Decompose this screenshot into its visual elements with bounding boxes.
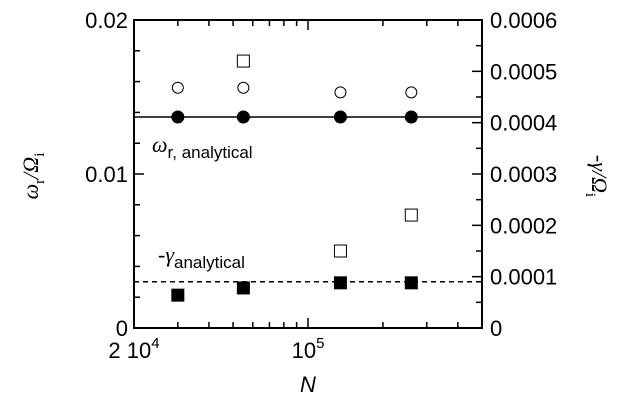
filled-circle-point <box>236 110 250 124</box>
y-left-tick-labels: 0 0.01 0.02 <box>85 8 128 341</box>
x-tick-label: 105 <box>292 335 325 363</box>
x-tick-label: 2 104 <box>108 335 159 363</box>
filled-square-point <box>171 288 185 302</box>
open-circle-point <box>171 81 184 94</box>
y-right-tick-label: 0.0001 <box>490 265 557 290</box>
open-square-point <box>236 54 250 68</box>
y-right-tick-labels: 0 0.0001 0.0002 0.0003 0.0004 0.0005 0.0006 <box>490 8 557 341</box>
data-markers <box>171 54 418 302</box>
open-circle-point <box>237 81 250 94</box>
y-right-tick-label: 0.0006 <box>490 8 557 33</box>
open-circle-point <box>405 86 418 99</box>
y-right-tick-label: 0.0005 <box>490 59 557 84</box>
open-circle-point <box>334 86 347 99</box>
y-right-axis-label: -γ/Ωi <box>582 155 612 197</box>
y-right-tick-label: 0.0003 <box>490 162 557 187</box>
y-left-axis-label: ωr/Ωi <box>18 153 48 200</box>
open-square-point <box>404 208 418 222</box>
y-right-tick-label: 0 <box>490 316 502 341</box>
filled-circle-point <box>171 110 185 124</box>
omega-analytical-label: ωr, analytical <box>152 132 253 162</box>
gamma-analytical-label: -γanalytical <box>158 242 245 272</box>
x-axis-label: N <box>300 372 316 397</box>
filled-square-point <box>404 276 418 290</box>
filled-square-point <box>236 281 250 295</box>
filled-circle-point <box>404 110 418 124</box>
filled-circle-point <box>333 110 347 124</box>
x-tick-labels: 2 104 105 <box>108 335 324 363</box>
open-square-point <box>333 244 347 258</box>
y-left-tick-label: 0.02 <box>85 8 128 33</box>
reference-lines <box>134 116 482 283</box>
y-right-tick-label: 0.0002 <box>490 213 557 238</box>
y-right-tick-label: 0.0004 <box>490 111 557 136</box>
y-left-tick-label: 0.01 <box>85 162 128 187</box>
y-left-tick-label: 0 <box>116 316 128 341</box>
plot-frame <box>133 19 483 329</box>
filled-square-point <box>333 276 347 290</box>
